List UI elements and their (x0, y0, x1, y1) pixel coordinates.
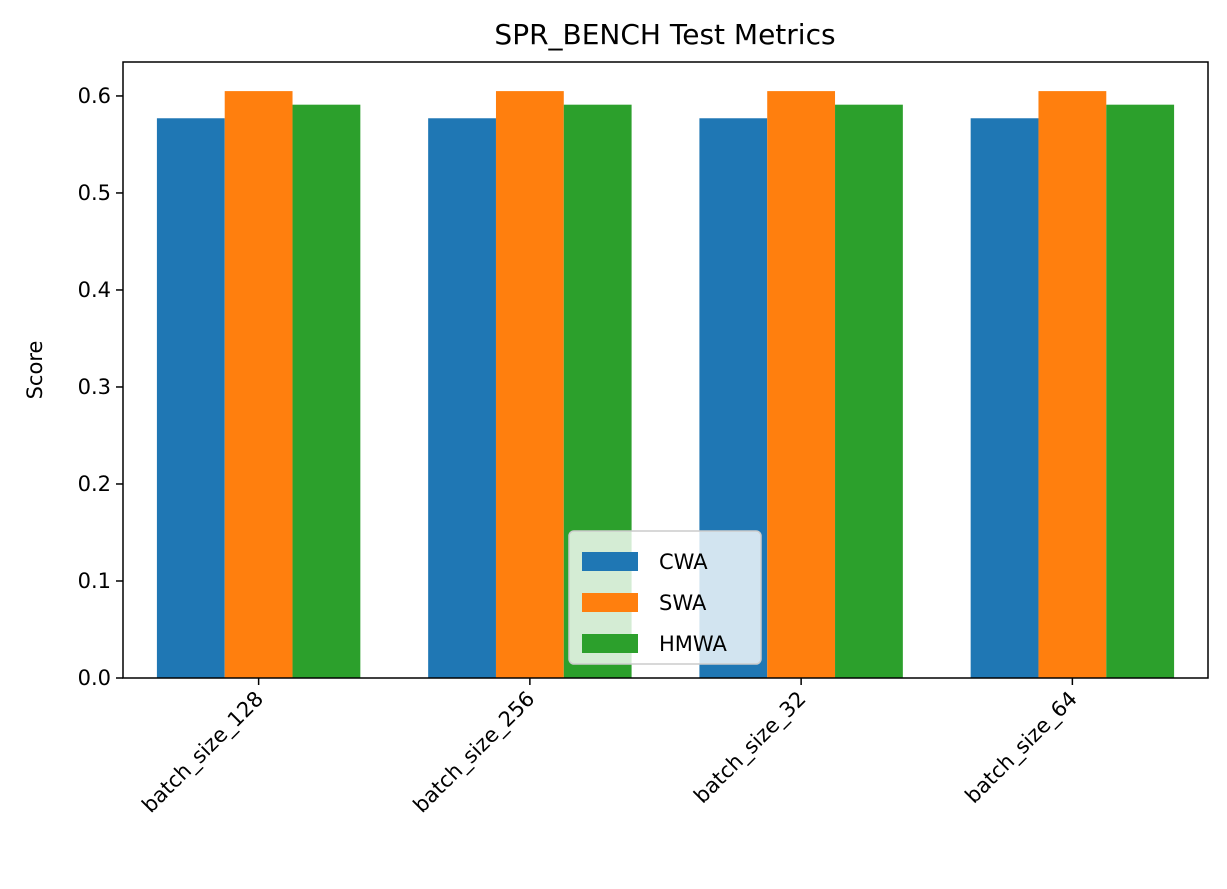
y-tick-label: 0.1 (78, 569, 111, 593)
bar-cwa-batch_size_64 (970, 118, 1039, 678)
bar-cwa-batch_size_128 (156, 118, 225, 678)
chart-title: SPR_BENCH Test Metrics (494, 18, 835, 51)
y-tick-label: 0.3 (78, 375, 111, 399)
plot-frame (122, 61, 1209, 679)
bar-swa-batch_size_32 (767, 91, 836, 679)
legend-label-swa: SWA (659, 591, 707, 615)
legend-label-hmwa: HMWA (659, 632, 728, 656)
bars-layer (156, 91, 1175, 679)
y-tick-label: 0.6 (78, 84, 111, 108)
bar-swa-batch_size_64 (1038, 91, 1107, 679)
y-ticks: 0.0 0.1 0.2 0.3 0.4 0.5 0.6 (78, 84, 123, 690)
y-tick-label: 0.4 (78, 278, 111, 302)
legend-swatch-cwa (582, 552, 638, 571)
bar-swa-batch_size_128 (224, 91, 293, 679)
y-tick-label: 0.5 (78, 181, 111, 205)
bar-hmwa-batch_size_64 (1106, 104, 1175, 678)
bar-hmwa-batch_size_32 (835, 104, 903, 678)
legend-swatch-swa (582, 593, 638, 612)
legend-label-cwa: CWA (659, 550, 708, 574)
bar-swa-batch_size_256 (495, 91, 564, 679)
y-tick-label: 0.2 (78, 472, 111, 496)
y-axis-label: Score (23, 341, 47, 400)
bar-hmwa-batch_size_128 (292, 104, 361, 678)
legend-swatch-hmwa (582, 634, 638, 653)
legend: CWA SWA HMWA (568, 530, 762, 665)
bar-cwa-batch_size_256 (428, 118, 496, 678)
y-tick-label: 0.0 (78, 666, 111, 690)
